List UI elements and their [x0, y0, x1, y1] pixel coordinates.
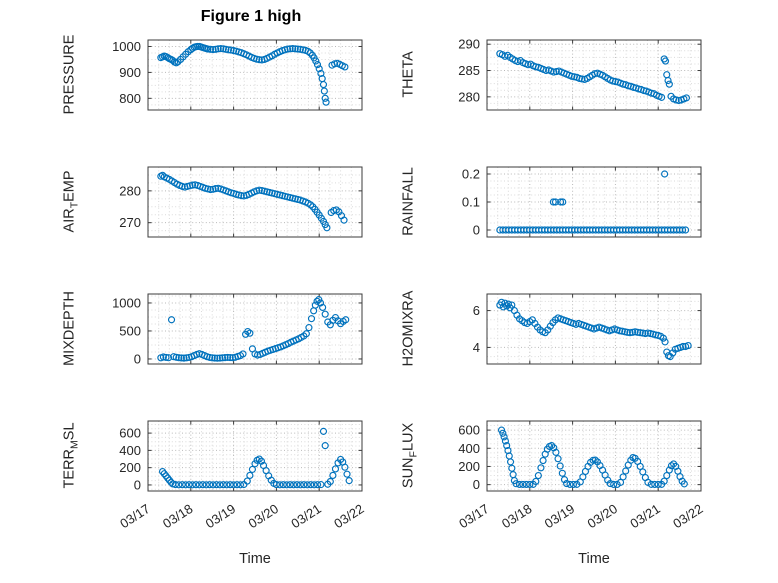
subplot-rainfall: 0 0.1 0.2 [429, 159, 713, 249]
y-tick-label: 280 [458, 89, 480, 104]
scatter-points [496, 50, 691, 105]
ylabel-sun-flux: SUNFLUX [400, 422, 420, 489]
y-tick-label: 290 [458, 37, 480, 52]
y-tick-label: 400 [458, 441, 480, 456]
subplot-air-temp: 270 280 [90, 159, 374, 249]
scatter-points [496, 170, 690, 234]
x-tick-label: 03/17 [117, 501, 152, 531]
scatter-points [496, 298, 692, 361]
y-tick-label: 6 [473, 303, 480, 318]
scatter-points [157, 42, 349, 106]
x-tick-label: 03/22 [331, 501, 366, 531]
theta-plot: 280 285 290 [458, 37, 702, 111]
subplot-theta: 280 285 290 [429, 32, 713, 122]
scatter-points [157, 296, 350, 362]
y-tick-label: 500 [119, 323, 141, 338]
y-tick-label: 280 [119, 183, 141, 198]
xlabel-time-left: Time [239, 551, 271, 567]
y-tick-label: 270 [119, 215, 141, 230]
y-tick-label: 0 [473, 223, 480, 238]
y-tick-label: 0.2 [462, 167, 480, 182]
air-temp-plot: 270 280 [119, 166, 363, 238]
x-tick-label: 03/21 [288, 501, 323, 531]
y-tick-label: 800 [119, 91, 141, 106]
scatter-points [157, 171, 348, 232]
x-tick-label: 03/22 [670, 501, 705, 531]
y-tick-label: 600 [119, 426, 141, 441]
scatter-points [497, 426, 688, 489]
subplot-sun-flux: 0 200 400 600 03/17 03/18 03/19 03/20 03/21 03/22 [429, 413, 713, 555]
y-tick-label: 200 [119, 460, 141, 475]
x-tick-label: 03/20 [246, 501, 281, 531]
pressure-plot: 800 900 1000 [112, 39, 363, 111]
figure-title: Figure 1 high [200, 8, 302, 25]
h2omixra-plot: 46 [473, 293, 702, 365]
subplot-mixdepth: 0 500 1000 [90, 286, 374, 376]
x-tick-label: 03/19 [542, 501, 577, 531]
rainfall-plot: 0 0.1 0.2 [462, 166, 702, 238]
y-tick-label: 600 [458, 423, 480, 438]
x-tick-label: 03/20 [585, 501, 620, 531]
mixdepth-plot: 0 500 1000 [112, 293, 363, 366]
y-tick-label: 0 [134, 477, 141, 492]
y-tick-label: 200 [458, 459, 480, 474]
y-tick-label: 1000 [112, 39, 141, 54]
x-tick-label: 03/17 [456, 501, 491, 531]
y-tick-label: 285 [458, 63, 480, 78]
x-tick-label: 03/21 [627, 501, 662, 531]
y-tick-label: 0 [134, 351, 141, 366]
subplot-terr-msl: 0 200 400 600 03/17 03/18 03/19 03/20 03/21 03/22 [90, 413, 374, 555]
x-tick-label: 03/18 [499, 501, 534, 531]
terr-msl-plot: 0 200 400 600 03/17 03/18 03/19 03/20 03/21 03/22 [117, 420, 367, 531]
sun-flux-plot: 0 200 400 600 03/17 03/18 03/19 03/20 03/21 03/22 [456, 420, 706, 531]
y-tick-label: 0 [473, 477, 480, 492]
y-tick-label: 4 [473, 340, 480, 355]
x-tick-label: 03/19 [203, 501, 238, 531]
subplot-pressure: 800 900 1000 [90, 32, 374, 122]
scatter-points [158, 427, 353, 489]
x-tick-label: 03/18 [160, 501, 195, 531]
y-tick-label: 1000 [112, 295, 141, 310]
y-tick-label: 0.1 [462, 195, 480, 210]
y-tick-label: 400 [119, 443, 141, 458]
xlabel-time-right: Time [578, 551, 610, 567]
y-tick-label: 900 [119, 65, 141, 80]
ylabel-terr-msl: TERRMSL [61, 422, 81, 489]
